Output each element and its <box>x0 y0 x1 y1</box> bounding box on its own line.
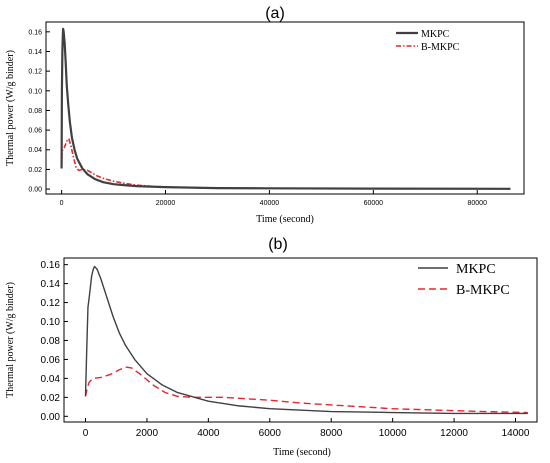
panel-a-legend: MKPC B-MKPC <box>396 29 460 53</box>
panel-b-x-tick-label: 4000 <box>197 428 220 439</box>
panel-b-x-tick-label: 8000 <box>320 428 343 439</box>
panel-b-y-axis-label: Thermal power (W/g binder) <box>5 282 16 398</box>
panel-b-series-mkpc <box>84 265 528 415</box>
panel-a-y-tick-label: 0.02 <box>28 167 42 174</box>
panel-b-legend: MKPC B-MKPC <box>418 262 510 298</box>
panel-a-x-axis-label: Time (second) <box>256 214 314 225</box>
panel-b-legend-label-mkpc: MKPC <box>456 262 496 277</box>
panel-a-legend-label-mkpc: MKPC <box>421 29 450 40</box>
panel-b-title: (b) <box>268 236 288 253</box>
panel-b-y-tick-label: 0.02 <box>41 393 61 404</box>
panel-a-y-tick-label: 0.08 <box>28 108 42 115</box>
panel-a-legend-label-b-mkpc: B-MKPC <box>421 42 460 53</box>
panel-b-y-tick-label: 0.04 <box>41 374 61 385</box>
panel-a-x-tick-label: 40000 <box>260 200 280 207</box>
panel-b-y-tick-label: 0.10 <box>41 317 61 328</box>
panel-a-y-tick-label: 0.06 <box>28 128 42 135</box>
panel-a-series-b-mkpc <box>60 138 511 190</box>
panel-b-x-axis-label: Time (second) <box>273 447 331 458</box>
panel-b-x-tick-label: 6000 <box>259 428 282 439</box>
panel-a-x-tick-label: 60000 <box>364 200 384 207</box>
panel-b-x-tick-label: 10000 <box>379 428 407 439</box>
panel-b: (b) Time (second) Thermal power (W/g bin… <box>5 236 538 458</box>
panel-b-x-tick-label: 0 <box>83 428 89 439</box>
panel-a-y-tick-label: 0.10 <box>28 88 42 95</box>
panel-b-y-tick-label: 0.08 <box>41 336 61 347</box>
panel-b-y-tick-label: 0.12 <box>41 298 61 309</box>
panel-b-x-tick-label: 2000 <box>136 428 159 439</box>
panel-a-title: (a) <box>265 5 285 22</box>
panel-a-y-tick-label: 0.12 <box>28 69 42 76</box>
panel-b-x-tick-label: 14000 <box>502 428 530 439</box>
panel-a-y-tick-label: 0.04 <box>28 147 42 154</box>
panel-b-y-tick-label: 0.00 <box>41 412 61 423</box>
panel-b-series-b-mkpc <box>84 366 528 414</box>
panel-a-y-tick-label: 0.16 <box>28 29 42 36</box>
panel-a-x-tick-label: 0 <box>60 200 64 207</box>
panel-a: (a) Time (second) Thermal power (W/g bin… <box>5 5 525 225</box>
panel-b-y-tick-label: 0.16 <box>41 260 61 271</box>
panel-a-y-tick-label: 0.00 <box>28 187 42 194</box>
panel-b-x-tick-label: 12000 <box>440 428 468 439</box>
panel-a-series-mkpc <box>60 27 511 190</box>
panel-b-y-tick-label: 0.14 <box>41 279 61 290</box>
panel-a-y-tick-label: 0.14 <box>28 49 42 56</box>
panel-a-y-axis-label: Thermal power (W/g binder) <box>5 50 16 166</box>
panel-a-x-tick-label: 20000 <box>156 200 176 207</box>
panel-a-x-tick-label: 80000 <box>468 200 488 207</box>
panel-b-legend-label-b-mkpc: B-MKPC <box>456 283 510 298</box>
panel-a-plot-frame <box>45 21 525 195</box>
panel-b-y-tick-label: 0.06 <box>41 355 61 366</box>
